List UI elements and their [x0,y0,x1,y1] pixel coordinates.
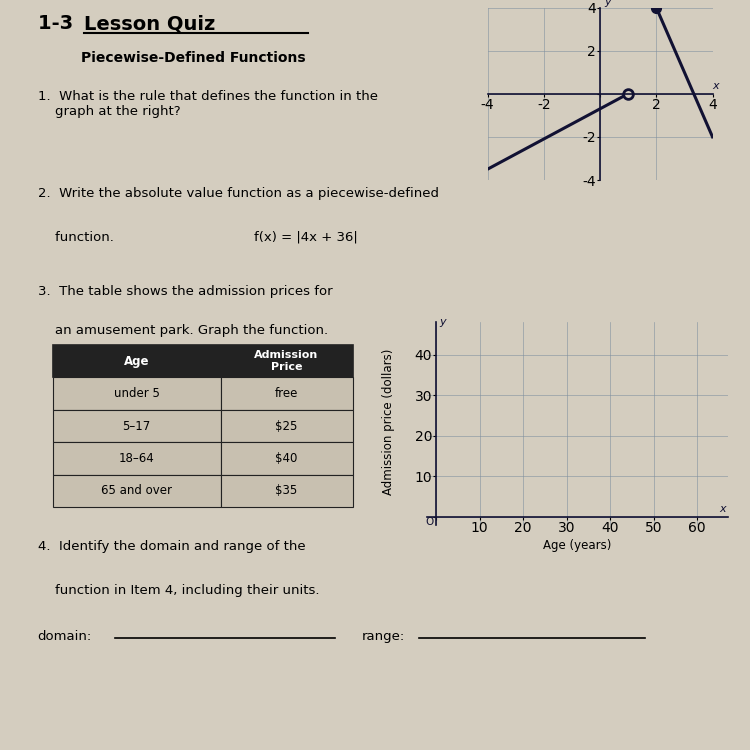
Bar [53,410,220,442]
Text: Admission
Price: Admission Price [254,350,319,372]
Text: 4.  Identify the domain and range of the: 4. Identify the domain and range of the [38,540,305,553]
Text: f(x) = |4x + 36|: f(x) = |4x + 36| [254,231,357,244]
Text: 1-3: 1-3 [38,14,80,33]
Text: x: x [712,82,719,92]
Text: $25: $25 [275,419,298,433]
Text: function.: function. [38,231,113,244]
Text: Piecewise-Defined Functions: Piecewise-Defined Functions [81,51,306,65]
Text: 5–17: 5–17 [122,419,151,433]
Text: $40: $40 [275,452,298,465]
Text: domain:: domain: [38,630,92,643]
Bar [53,345,352,377]
Text: x: x [718,504,725,514]
X-axis label: Age (years): Age (years) [543,539,612,552]
Text: range:: range: [362,630,405,643]
Text: 1.  What is the rule that defines the function in the
    graph at the right?: 1. What is the rule that defines the fun… [38,90,377,118]
Text: free: free [274,387,298,400]
Bar [53,442,220,475]
Text: 18–64: 18–64 [118,452,154,465]
Text: Lesson Quiz: Lesson Quiz [84,14,215,33]
Text: y: y [440,316,446,326]
Bar [53,475,220,507]
Text: an amusement park. Graph the function.: an amusement park. Graph the function. [38,324,328,337]
Text: y: y [604,0,610,8]
Bar [220,442,352,475]
Text: $35: $35 [275,484,298,497]
Text: function in Item 4, including their units.: function in Item 4, including their unit… [38,584,319,597]
Text: under 5: under 5 [113,387,160,400]
Text: Age: Age [124,355,149,368]
Text: O: O [425,517,433,527]
Bar [220,410,352,442]
Text: 65 and over: 65 and over [101,484,172,497]
Bar [220,377,352,410]
Text: 3.  The table shows the admission prices for: 3. The table shows the admission prices … [38,285,332,298]
Text: Admission price (dollars): Admission price (dollars) [382,349,395,496]
Text: 2.  Write the absolute value function as a piecewise-defined: 2. Write the absolute value function as … [38,188,439,200]
Bar [220,475,352,507]
Bar [53,377,220,410]
